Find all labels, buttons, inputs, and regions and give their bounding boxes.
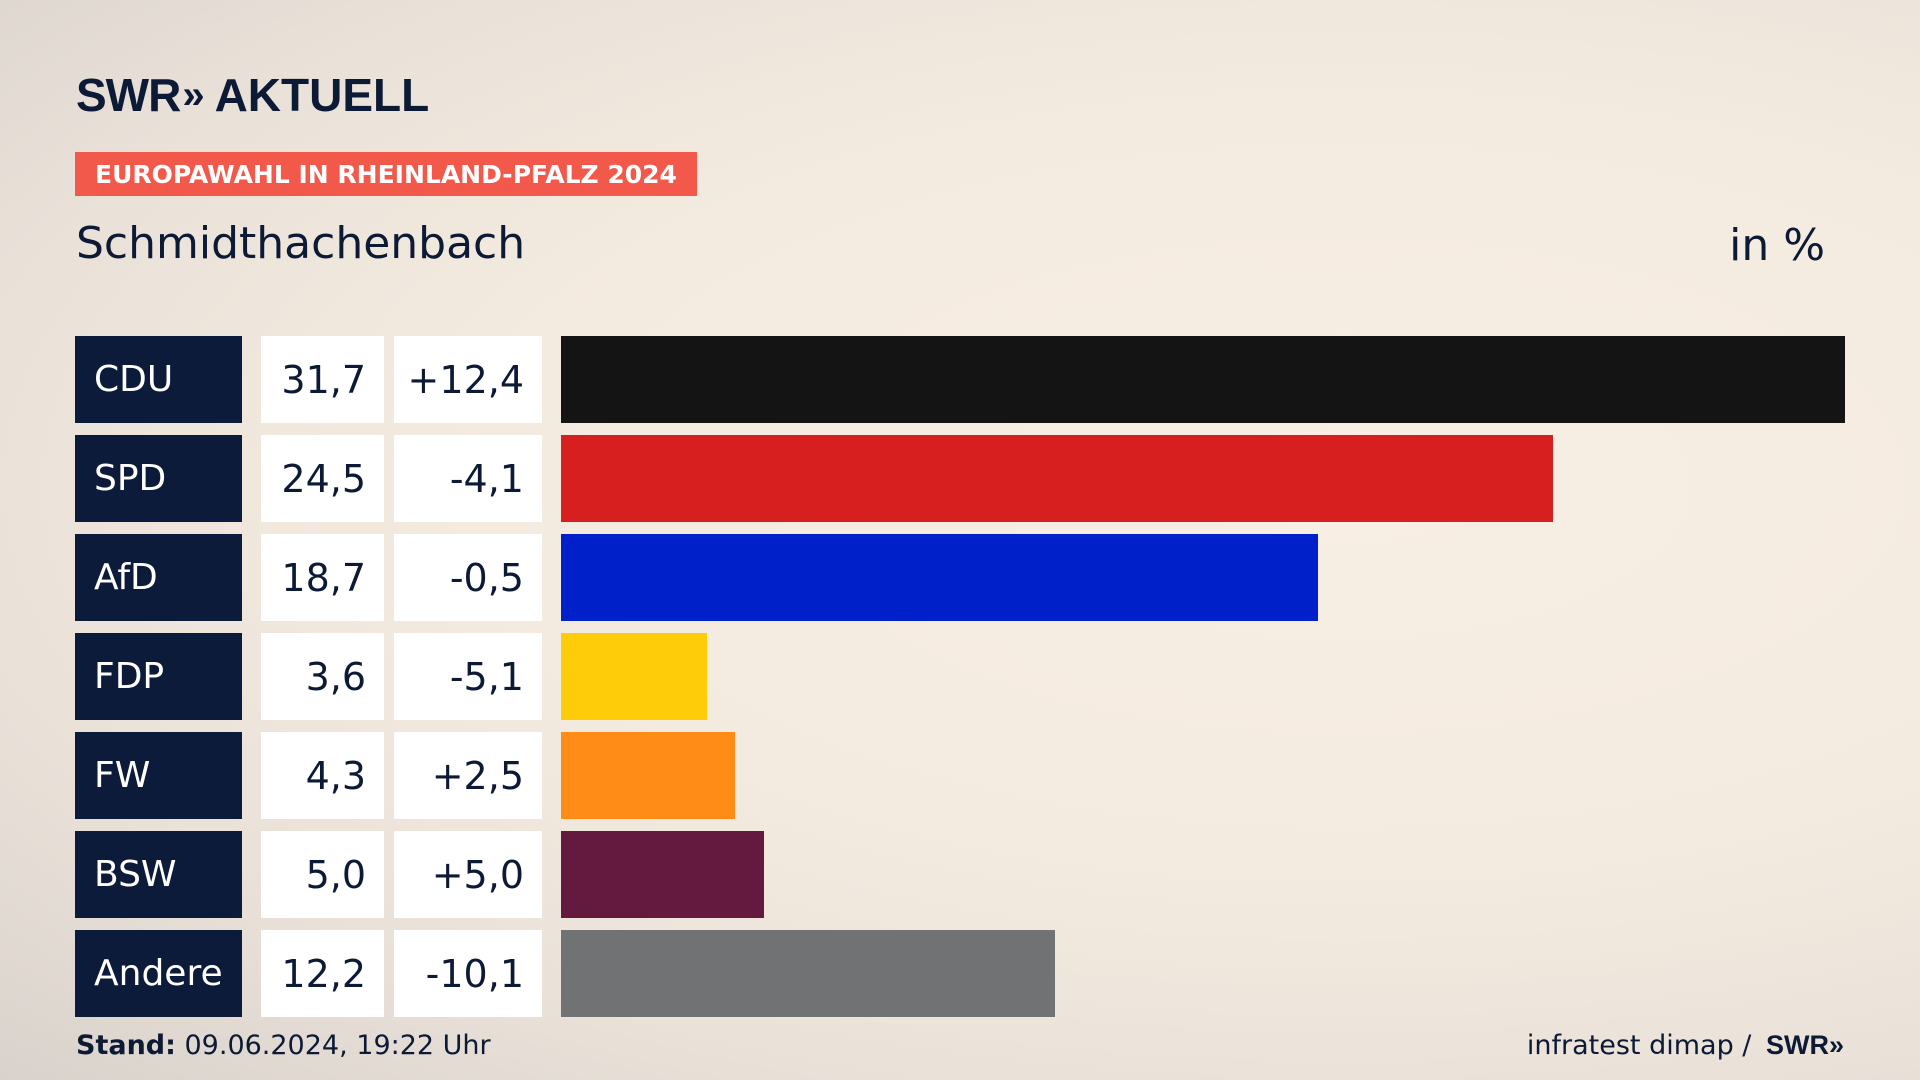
- value-label: 24,5: [261, 435, 384, 522]
- diff-label: +12,4: [394, 336, 542, 423]
- value-label: 3,6: [261, 633, 384, 720]
- diff-label: +2,5: [394, 732, 542, 819]
- diff-label: -0,5: [394, 534, 542, 621]
- value-label: 18,7: [261, 534, 384, 621]
- swr-aktuell-logo: SWR » AKTUELL: [76, 68, 429, 122]
- bar-afd: [561, 534, 1318, 621]
- source-credit: infratest dimap / SWR»: [1527, 1030, 1844, 1061]
- diff-label: -4,1: [394, 435, 542, 522]
- source-brand: SWR»: [1765, 1030, 1844, 1060]
- party-label: CDU: [75, 336, 242, 423]
- unit-label: in %: [1729, 220, 1825, 271]
- party-label: FDP: [75, 633, 242, 720]
- election-badge: EUROPAWAHL IN RHEINLAND-PFALZ 2024: [75, 152, 697, 196]
- value-label: 5,0: [261, 831, 384, 918]
- value-label: 31,7: [261, 336, 384, 423]
- place-title: Schmidthachenbach: [76, 218, 526, 269]
- logo-brand: SWR: [76, 69, 181, 121]
- bar-andere: [561, 930, 1055, 1017]
- value-label: 4,3: [261, 732, 384, 819]
- logo-product: AKTUELL: [214, 69, 430, 121]
- diff-label: -5,1: [394, 633, 542, 720]
- party-label: Andere: [75, 930, 242, 1017]
- timestamp: Stand: 09.06.2024, 19:22 Uhr: [76, 1030, 491, 1061]
- bar-fw: [561, 732, 735, 819]
- logo-chevron-icon: »: [182, 72, 204, 117]
- stand-value: 09.06.2024, 19:22 Uhr: [175, 1030, 491, 1061]
- stand-label: Stand:: [76, 1030, 176, 1061]
- party-label: SPD: [75, 435, 242, 522]
- party-label: BSW: [75, 831, 242, 918]
- bar-bsw: [561, 831, 764, 918]
- party-label: AfD: [75, 534, 242, 621]
- bar-cdu: [561, 336, 1845, 423]
- bar-spd: [561, 435, 1553, 522]
- value-label: 12,2: [261, 930, 384, 1017]
- diff-label: +5,0: [394, 831, 542, 918]
- diff-label: -10,1: [394, 930, 542, 1017]
- source-text: infratest dimap /: [1526, 1030, 1760, 1061]
- bar-fdp: [561, 633, 707, 720]
- party-label: FW: [75, 732, 242, 819]
